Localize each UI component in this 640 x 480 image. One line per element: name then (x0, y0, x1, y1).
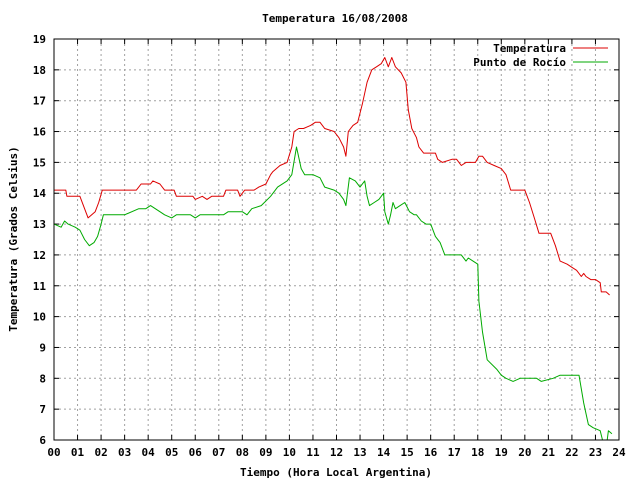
x-tick-label: 02 (94, 446, 107, 459)
series-line-2 (53, 146, 613, 441)
x-tick-label: 20 (518, 446, 531, 459)
x-tick-label: 00 (47, 446, 60, 459)
legend-label: Punto de Rocío (473, 56, 566, 69)
x-tick-label: 12 (330, 446, 343, 459)
y-tick-label: 8 (39, 372, 46, 385)
y-tick-label: 10 (33, 311, 46, 324)
x-axis-label: Tiempo (Hora Local Argentina) (240, 466, 432, 479)
grid-lines (54, 39, 619, 440)
plot-frame (53, 38, 620, 441)
x-tick-label: 11 (306, 446, 320, 459)
x-tick-label: 19 (495, 446, 508, 459)
x-tick-label: 04 (142, 446, 156, 459)
x-tick-label: 15 (401, 446, 414, 459)
series-lines (53, 57, 613, 441)
y-tick-label: 11 (33, 280, 47, 293)
x-tick-label: 09 (259, 446, 272, 459)
x-tick-label: 10 (283, 446, 296, 459)
y-tick-label: 9 (39, 341, 46, 354)
x-tick-label: 05 (165, 446, 178, 459)
x-tick-label: 24 (612, 446, 626, 459)
x-tick-label: 17 (448, 446, 461, 459)
y-tick-label: 13 (33, 218, 46, 231)
y-tick-label: 15 (33, 156, 46, 169)
x-tick-label: 23 (589, 446, 602, 459)
x-tick-label: 21 (542, 446, 556, 459)
y-axis-label: Temperatura (Grados Celsius) (7, 146, 20, 331)
y-tick-label: 17 (33, 95, 46, 108)
x-tick-label: 01 (71, 446, 85, 459)
y-tick-label: 12 (33, 249, 46, 262)
x-tick-label: 08 (236, 446, 249, 459)
x-tick-label: 18 (471, 446, 484, 459)
y-tick-label: 7 (39, 403, 46, 416)
y-tick-label: 16 (33, 126, 47, 139)
y-tick-label: 19 (33, 33, 46, 46)
x-tick-label: 03 (118, 446, 131, 459)
x-tick-label: 06 (189, 446, 203, 459)
legend-label: Temperatura (493, 42, 566, 55)
axis-ticks: 00 01 02 03 04 05 06 07 08 09 10 11 12 13 14 15 16 17 18 19… (33, 33, 626, 459)
x-tick-label: 22 (565, 446, 578, 459)
x-tick-label: 16 (424, 446, 438, 459)
y-tick-label: 14 (33, 187, 47, 200)
x-tick-label: 07 (212, 446, 225, 459)
x-tick-label: 14 (377, 446, 391, 459)
chart-title: Temperatura 16/08/2008 (262, 12, 408, 25)
y-tick-label: 18 (33, 64, 46, 77)
series-line-1 (54, 57, 610, 296)
y-tick-label: 6 (39, 434, 46, 447)
x-tick-label: 13 (353, 446, 366, 459)
